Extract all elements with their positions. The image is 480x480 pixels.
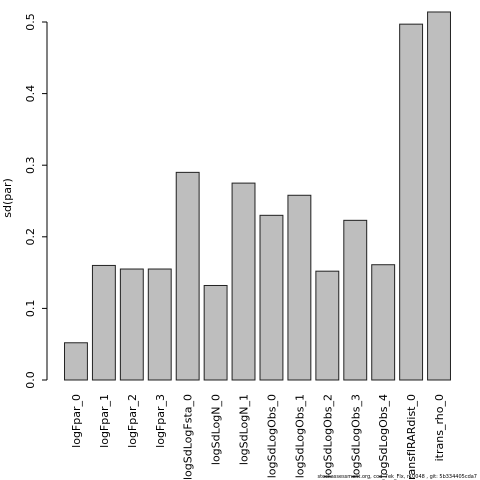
bar-transfIRARdist_0 — [399, 23, 424, 381]
x-tick-label-logSdLogFsta_0: logSdLogFsta_0 — [182, 394, 195, 480]
bar-logSdLogN_0 — [203, 284, 228, 381]
bar-logFpar_3 — [147, 268, 172, 381]
x-tick-label-itrans_rho_0: itrans_rho_0 — [433, 394, 446, 461]
bar-logFpar_2 — [119, 268, 144, 381]
y-tick-label-4: 0.4 — [24, 85, 37, 103]
bar-logSdLogFsta_0 — [175, 171, 200, 381]
x-tick-label-logFpar_1: logFpar_1 — [98, 394, 111, 448]
x-tick-label-logSdLogObs_3: logSdLogObs_3 — [349, 394, 362, 478]
bar-logSdLogObs_3 — [343, 219, 368, 381]
y-axis: 0.0 0.1 0.2 0.3 0.4 0.5 — [24, 13, 48, 389]
x-tick-label-logSdLogObs_4: logSdLogObs_4 — [377, 394, 390, 478]
x-tick-label-logFpar_2: logFpar_2 — [126, 394, 139, 448]
bar-logSdLogObs_4 — [371, 264, 396, 381]
bar-logSdLogObs_0 — [259, 214, 284, 381]
y-tick-label-1: 0.1 — [24, 300, 37, 318]
y-tick-label-0: 0.0 — [24, 371, 37, 389]
x-tick-label-transfIRARdist_0: transfIRARdist_0 — [405, 394, 418, 480]
bar-logSdLogObs_2 — [315, 270, 340, 381]
y-tick-label-3: 0.3 — [24, 156, 37, 174]
x-tick-label-logSdLogN_1: logSdLogN_1 — [238, 394, 251, 465]
x-tick-label-logSdLogObs_2: logSdLogObs_2 — [321, 394, 334, 478]
y-tick-label-5: 0.5 — [24, 13, 37, 31]
x-tick-label-logSdLogObs_0: logSdLogObs_0 — [265, 394, 278, 478]
x-tick-label-logFpar_3: logFpar_3 — [154, 394, 167, 448]
bar-logSdLogObs_1 — [287, 194, 312, 381]
bar-logFpar_0 — [64, 342, 88, 381]
bars-group — [64, 11, 451, 381]
y-axis-title: sd(par) — [1, 178, 14, 218]
bar-logFpar_1 — [91, 264, 116, 381]
bar-itrans_rho_0 — [427, 11, 451, 381]
x-tick-label-logSdLogN_0: logSdLogN_0 — [210, 394, 223, 465]
bar-logSdLogN_1 — [231, 182, 256, 381]
x-tick-label-logSdLogObs_1: logSdLogObs_1 — [293, 394, 306, 478]
x-axis-labels: logFpar_0 logFpar_1 logFpar_2 logFpar_3 logS… — [70, 394, 446, 480]
y-tick-label-2: 0.2 — [24, 228, 37, 246]
footer-text: stockassessment.org, cod_7ek_Flx, r10048… — [318, 474, 477, 480]
x-tick-label-logFpar_0: logFpar_0 — [70, 394, 83, 448]
